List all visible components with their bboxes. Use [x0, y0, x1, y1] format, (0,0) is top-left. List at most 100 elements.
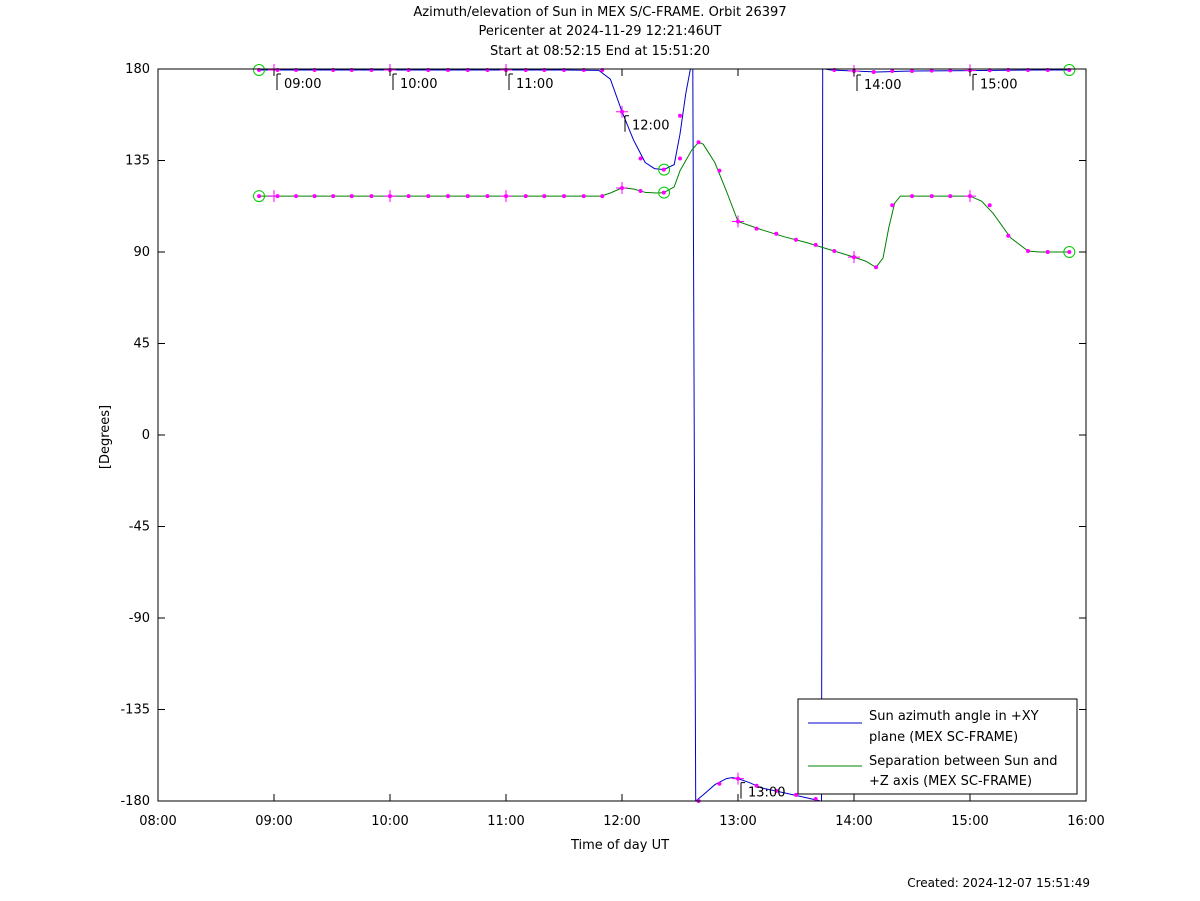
data-point-marker — [426, 194, 431, 199]
hour-annotation-label: 09:00 — [284, 77, 321, 92]
legend-label-separation-line1: Separation between Sun and — [869, 754, 1057, 769]
start-end-circle-marker — [253, 190, 266, 203]
data-point-marker — [968, 194, 972, 199]
x-tick-label: 15:00 — [951, 814, 988, 829]
data-point-marker — [874, 265, 879, 270]
hour-annotation-tick — [392, 73, 397, 91]
hour-annotation-label: 15:00 — [980, 77, 1017, 92]
chart-marks: 09:00 10:00 11:00 12:00 13:00 14:00 15:00 — [253, 64, 1076, 803]
y-tick-label: 45 — [133, 337, 150, 352]
y-tick-label: 135 — [125, 154, 150, 169]
data-point-marker — [987, 203, 992, 208]
data-point-marker — [465, 194, 470, 199]
data-point-marker — [678, 156, 682, 161]
data-point-marker — [406, 194, 411, 199]
y-axis-label: [Degrees] — [98, 405, 113, 469]
data-point-marker — [620, 109, 624, 114]
data-point-marker — [349, 194, 354, 199]
data-point-marker — [294, 194, 299, 199]
data-point-marker — [813, 796, 818, 801]
data-point-marker — [754, 226, 759, 231]
x-tick-label: 14:00 — [835, 814, 872, 829]
data-point-marker — [717, 168, 722, 173]
data-point-marker — [754, 783, 759, 788]
data-point-marker — [504, 194, 508, 199]
data-point-marker — [794, 237, 798, 242]
created-timestamp: Created: 2024-12-07 15:51:49 — [907, 876, 1090, 890]
axis-ticks: 180 135 90 45 0 -45 -90 -135 -180 08:00 09:00 10:00… — [120, 62, 1104, 829]
hour-annotation-tick — [856, 74, 861, 92]
x-tick-label: 09:00 — [255, 814, 292, 829]
data-point-marker — [638, 189, 643, 193]
hour-annotation-label: 14:00 — [864, 78, 901, 93]
data-point-marker — [774, 231, 779, 236]
start-end-circle-marker — [1063, 64, 1076, 77]
data-point-marker — [717, 781, 722, 786]
hour-annotation-tick — [508, 73, 513, 91]
y-tick-label: -180 — [120, 794, 150, 809]
data-point-marker — [331, 194, 336, 199]
azimuth-series-line — [692, 68, 697, 802]
data-point-marker — [638, 156, 643, 161]
y-tick-label: 180 — [125, 62, 150, 77]
start-end-circle-marker — [253, 64, 266, 77]
legend: Sun azimuth angle in +XY plane (MEX SC-F… — [797, 698, 1078, 795]
x-tick-label: 10:00 — [371, 814, 408, 829]
data-point-marker — [890, 203, 895, 208]
data-point-marker — [929, 68, 934, 73]
x-tick-label: 08:00 — [139, 814, 176, 829]
data-point-marker — [542, 194, 547, 199]
data-point-marker — [446, 194, 450, 199]
hour-annotation-label: 13:00 — [748, 786, 785, 801]
data-point-marker — [257, 194, 262, 199]
y-tick-label: -135 — [120, 703, 150, 718]
hour-annotation-label: 12:00 — [632, 119, 669, 134]
chart-subtitle-pericenter: Pericenter at 2024-11-29 12:21:46UT — [478, 24, 722, 39]
data-point-marker — [1067, 250, 1072, 254]
y-tick-label: -45 — [129, 520, 150, 535]
data-point-marker — [485, 194, 490, 199]
legend-label-separation-line2: +Z axis (MEX SC-FRAME) — [869, 774, 1032, 789]
azimuth-series-line — [259, 68, 691, 171]
data-point-marker — [910, 69, 914, 74]
data-point-marker — [774, 788, 779, 793]
data-point-marker — [523, 194, 528, 199]
legend-label-azimuth-line2: plane (MEX SC-FRAME) — [869, 730, 1018, 745]
data-point-marker — [1045, 250, 1050, 254]
plot-frame — [157, 68, 1087, 802]
data-point-marker — [562, 194, 566, 199]
y-tick-label: 90 — [133, 245, 150, 260]
data-point-marker — [1026, 248, 1030, 253]
hour-annotation-tick — [276, 73, 281, 91]
hour-annotation-tick — [740, 782, 745, 799]
data-point-marker — [678, 113, 682, 118]
data-point-marker — [852, 255, 856, 260]
data-point-marker — [948, 194, 953, 199]
legend-label-azimuth-line1: Sun azimuth angle in +XY — [869, 709, 1039, 724]
chart-subtitle-start-end: Start at 08:52:15 End at 15:51:20 — [489, 44, 711, 59]
data-point-marker — [369, 194, 374, 199]
start-end-circle-marker — [1063, 246, 1076, 258]
data-point-marker — [871, 70, 876, 75]
data-point-marker — [275, 194, 280, 199]
data-point-marker — [581, 194, 586, 199]
hour-annotation-tick — [972, 73, 977, 91]
data-point-marker — [661, 167, 666, 172]
hour-annotation-label: 10:00 — [400, 77, 437, 92]
data-point-marker — [890, 69, 895, 74]
data-point-marker — [813, 242, 818, 247]
x-tick-label: 13:00 — [719, 814, 756, 829]
data-point-marker — [794, 792, 798, 797]
azimuth-series-line — [821, 68, 824, 802]
x-tick-label: 12:00 — [603, 814, 640, 829]
data-point-marker — [600, 194, 605, 199]
data-point-marker — [661, 190, 666, 195]
hour-annotation-tick — [624, 115, 629, 132]
data-point-marker — [736, 219, 740, 224]
y-tick-label: 0 — [142, 428, 150, 443]
x-tick-label: 16:00 — [1067, 814, 1104, 829]
data-point-marker — [910, 194, 914, 199]
x-axis-label: Time of day UT — [570, 838, 669, 853]
chart-title: Azimuth/elevation of Sun in MEX S/C-FRAM… — [413, 5, 787, 20]
data-point-marker — [736, 776, 740, 781]
